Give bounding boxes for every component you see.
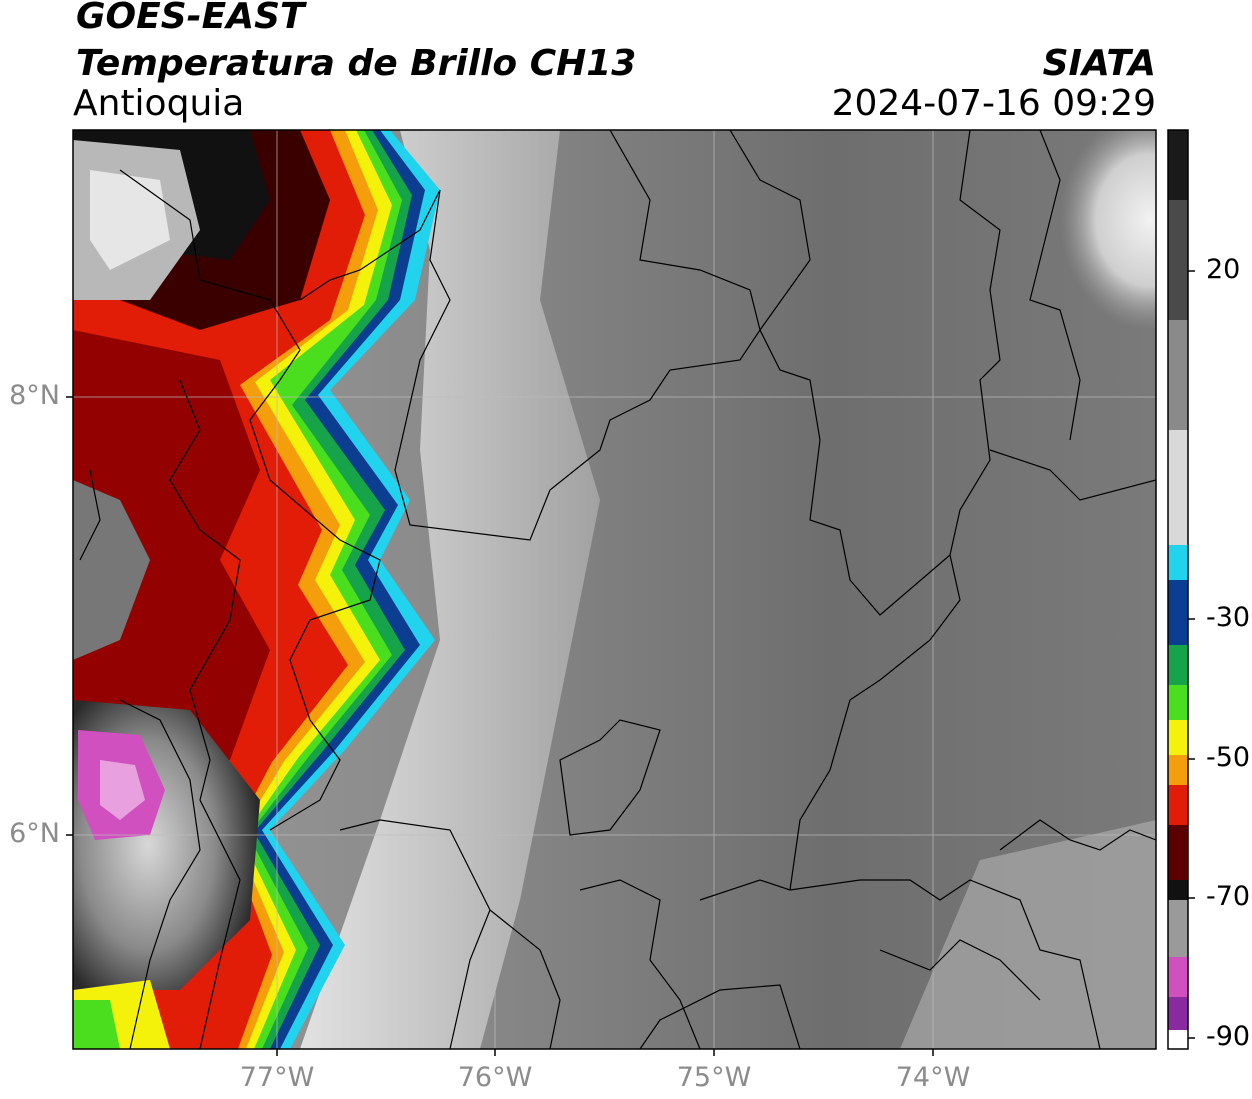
lon-label-76w: 76°W (457, 1062, 533, 1093)
lon-label-77w: 77°W (239, 1062, 315, 1093)
lon-label-74w: 74°W (895, 1062, 971, 1093)
product-title: Temperatura de Brillo CH13 (76, 43, 637, 84)
lat-label-8n: 8°N (9, 380, 60, 411)
colorbar-tick-20: 20 (1206, 254, 1241, 285)
lon-label-75w: 75°W (676, 1062, 752, 1093)
colorbar (1167, 129, 1195, 1050)
lat-label-6n: 6°N (9, 818, 60, 849)
colorbar-tick-minus50: -50 (1206, 742, 1251, 773)
satellite-title: GOES-EAST (76, 0, 305, 37)
datetime-label: 2024-07-16 09:29 (831, 83, 1156, 124)
colorbar-tick-minus30: -30 (1206, 602, 1251, 633)
colorbar-tick-minus90: -90 (1206, 1021, 1251, 1052)
satellite-image (73, 130, 1156, 1049)
map-frame (72, 129, 1157, 1050)
brand-label: SIATA (1042, 43, 1156, 84)
region-label: Antioquia (73, 83, 245, 124)
colorbar-tick-minus70: -70 (1206, 881, 1251, 912)
